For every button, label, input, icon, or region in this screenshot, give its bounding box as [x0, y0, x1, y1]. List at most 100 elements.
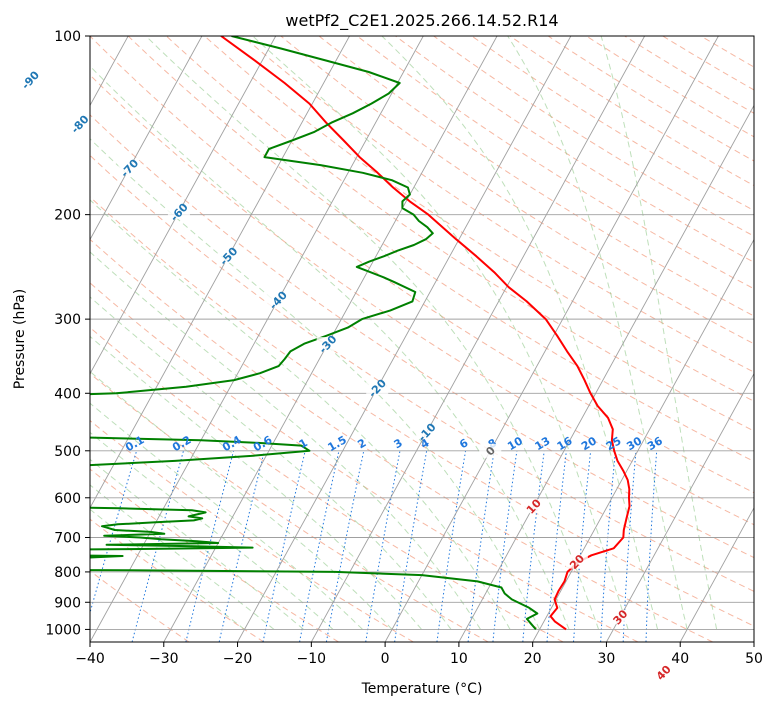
dry-adiabat: [90, 196, 754, 627]
mixing-ratio-line: [185, 450, 234, 642]
isotherm: [90, 36, 203, 241]
x-tick-label: 40: [671, 651, 689, 667]
x-tick-label: 30: [598, 651, 616, 667]
dry-adiabat: [547, 36, 754, 162]
isotherm: [753, 641, 754, 642]
mixing-ratio-line: [492, 451, 518, 642]
dry-adiabat: [90, 36, 754, 494]
mixing-ratio-line: [262, 450, 306, 642]
moist-adiabat: [145, 36, 600, 630]
mixing-ratio-line: [325, 450, 365, 642]
moist-adiabat: [90, 508, 245, 630]
isotherm: [532, 238, 754, 642]
dry-adiabat: [509, 36, 754, 187]
sounding-profiles: [90, 36, 631, 631]
x-axis: −40 −30 −20 −10 0 10 20 30 40 50: [75, 642, 763, 667]
isotherm-label: -20: [366, 376, 389, 400]
dry-adiabat: [242, 36, 754, 373]
x-tick-label: −20: [223, 651, 253, 667]
y-tick-label: 200: [54, 208, 81, 224]
isotherm-label-bg: [68, 117, 91, 132]
isotherm-label: -70: [118, 156, 141, 180]
mixing-ratio-line: [394, 451, 428, 642]
dry-adiabat: [90, 74, 754, 526]
temperature-profile: [220, 36, 631, 631]
dry-adiabat: [127, 36, 754, 462]
isotherm: [606, 372, 754, 642]
y-tick-label: 700: [54, 531, 81, 547]
moist-adiabat: [90, 335, 422, 630]
dry-adiabat: [662, 36, 754, 91]
moist-adiabat: [381, 36, 659, 630]
dry-adiabat: [90, 518, 265, 642]
moist-adiabat: [90, 370, 393, 630]
chart-title: wetPf2_C2E1.2025.266.14.52.R14: [285, 11, 558, 31]
y-tick-label: 500: [54, 444, 81, 460]
dry-adiabat: [90, 326, 564, 642]
x-tick-label: −40: [75, 651, 105, 667]
isotherm-label: -90: [19, 68, 42, 92]
x-tick-label: 10: [450, 651, 468, 667]
dry-adiabat: [204, 36, 754, 402]
isotherm: [679, 506, 754, 642]
dry-adiabat: [90, 419, 414, 642]
mixing-ratio-line: [467, 451, 495, 642]
moist-adiabat: [90, 431, 334, 630]
mixing-ratio-label: 6: [457, 436, 470, 451]
moist-adiabat: [90, 296, 452, 630]
mixing-ratio-label: 3: [392, 436, 405, 451]
moist-adiabat: [90, 65, 570, 630]
isotherm-label-bg: [217, 249, 240, 264]
isotherm-label-bg: [415, 425, 438, 440]
dry-adiabat: [90, 114, 754, 559]
y-axis: 100 200 300 400 500 600 700 800 900 1000: [45, 29, 90, 638]
x-tick-label: 0: [381, 651, 390, 667]
isotherm-label: -60: [168, 200, 191, 224]
dry-adiabat: [586, 36, 754, 138]
dry-adiabat: [395, 36, 754, 263]
y-tick-label: 600: [54, 491, 81, 507]
isotherm-label: -50: [217, 244, 240, 268]
dry-adiabat: [90, 282, 639, 642]
mixing-ratio-label: 2: [355, 436, 368, 451]
isotherm-label-bg: [652, 665, 675, 680]
y-tick-label: 100: [54, 29, 81, 45]
mixing-ratio-line: [365, 451, 401, 642]
isotherm-label-bg: [366, 381, 389, 396]
plot-frame: [89, 35, 755, 643]
moist-adiabat: [252, 36, 629, 630]
y-tick-label: 300: [54, 312, 81, 328]
isotherm-label-bg: [479, 443, 502, 458]
dry-adiabat: [280, 36, 754, 345]
y-tick-label: 1000: [45, 622, 81, 638]
moist-adiabat: [90, 251, 482, 630]
x-tick-label: 50: [745, 651, 763, 667]
isotherm-label-bg: [565, 554, 588, 569]
isoline-labels: 0.10.20.40.611.52346810131620253036-100-…: [19, 68, 675, 683]
y-axis-label: Pressure (hPa): [12, 289, 28, 389]
moist-adiabat: [507, 36, 688, 630]
mixing-ratio-line: [522, 451, 545, 642]
isotherm-label: -40: [267, 288, 290, 312]
moist-adiabat: [90, 138, 541, 630]
isotherm-label-bg: [316, 337, 339, 352]
isotherm-label: -80: [69, 112, 92, 136]
dry-adiabat: [700, 36, 754, 68]
dry-adiabat: [90, 570, 190, 642]
moist-adiabat: [600, 36, 718, 630]
mixing-ratio-line: [90, 450, 137, 615]
dry-adiabat: [90, 154, 754, 592]
x-tick-label: −30: [149, 651, 179, 667]
grid-lines: [90, 36, 754, 642]
x-tick-label: −10: [297, 651, 327, 667]
dry-adiabat: [471, 36, 754, 212]
isotherm: [310, 36, 646, 642]
mixing-ratio-line: [299, 450, 340, 642]
isotherm: [384, 36, 719, 642]
isotherm: [90, 36, 277, 375]
x-tick-label: 20: [524, 651, 542, 667]
moist-adiabat: [90, 402, 363, 630]
isotherm: [458, 104, 754, 642]
mixing-ratio-line: [546, 451, 567, 642]
